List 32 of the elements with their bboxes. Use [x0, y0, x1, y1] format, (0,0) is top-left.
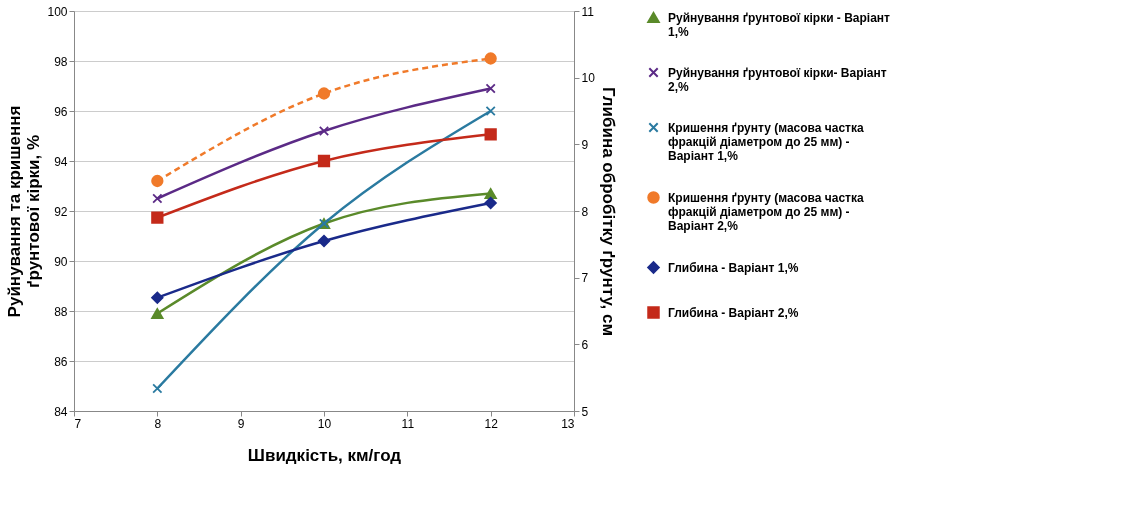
y-tick-label: 86 [54, 354, 68, 369]
legend-label: Глибина - Варіант 1,% [668, 260, 799, 275]
x-axis-title: Швидкість, км/год [247, 445, 402, 465]
x-tick-label: 9 [237, 416, 245, 431]
y2-tick-label: 9 [581, 137, 589, 152]
legend-label: Кришення ґрунту (масова частка фракцій діаметром до 25 мм) - Варіант 1,% [668, 120, 864, 163]
x-tick-label: 8 [154, 416, 162, 431]
y2-tick-label: 7 [581, 271, 589, 286]
y-axis-title: Руйнування та кришення ґрунтової кірки, % [5, 105, 44, 318]
y-tick-label: 98 [54, 54, 68, 69]
y-tick-label: 96 [54, 104, 68, 119]
x-tick-label: 7 [74, 416, 82, 431]
y2-tick-label: 8 [581, 204, 589, 219]
legend-label: Руйнування ґрунтової кірки - Варіант 1,% [668, 10, 891, 39]
y-tick-label: 90 [54, 254, 68, 269]
legend-label: Глибина - Варіант 2,% [668, 305, 799, 320]
y2-tick-label: 5 [581, 404, 589, 419]
legend-label: Кришення ґрунту (масова частка фракцій діаметром до 25 мм) - Варіант 2,% [668, 190, 864, 233]
x-tick-label: 12 [484, 416, 499, 431]
y-tick-label: 94 [54, 154, 68, 169]
y2-tick-label: 6 [581, 337, 589, 352]
x-tick-label: 11 [401, 416, 415, 431]
y-tick-label: 84 [54, 404, 68, 419]
y2-tick-label: 10 [581, 71, 596, 86]
legend-label: Руйнування ґрунтової кірки- Варіант 2,% [668, 65, 887, 94]
y-tick-label: 88 [54, 304, 68, 319]
y2-axis-title: Глибина обробітку ґрунту, см [598, 86, 618, 337]
y-tick-label: 92 [54, 204, 68, 219]
x-tick-label: 13 [561, 416, 575, 431]
y2-tick-label: 11 [581, 4, 595, 19]
x-tick-label: 10 [317, 416, 332, 431]
y-tick-label: 100 [47, 4, 68, 19]
